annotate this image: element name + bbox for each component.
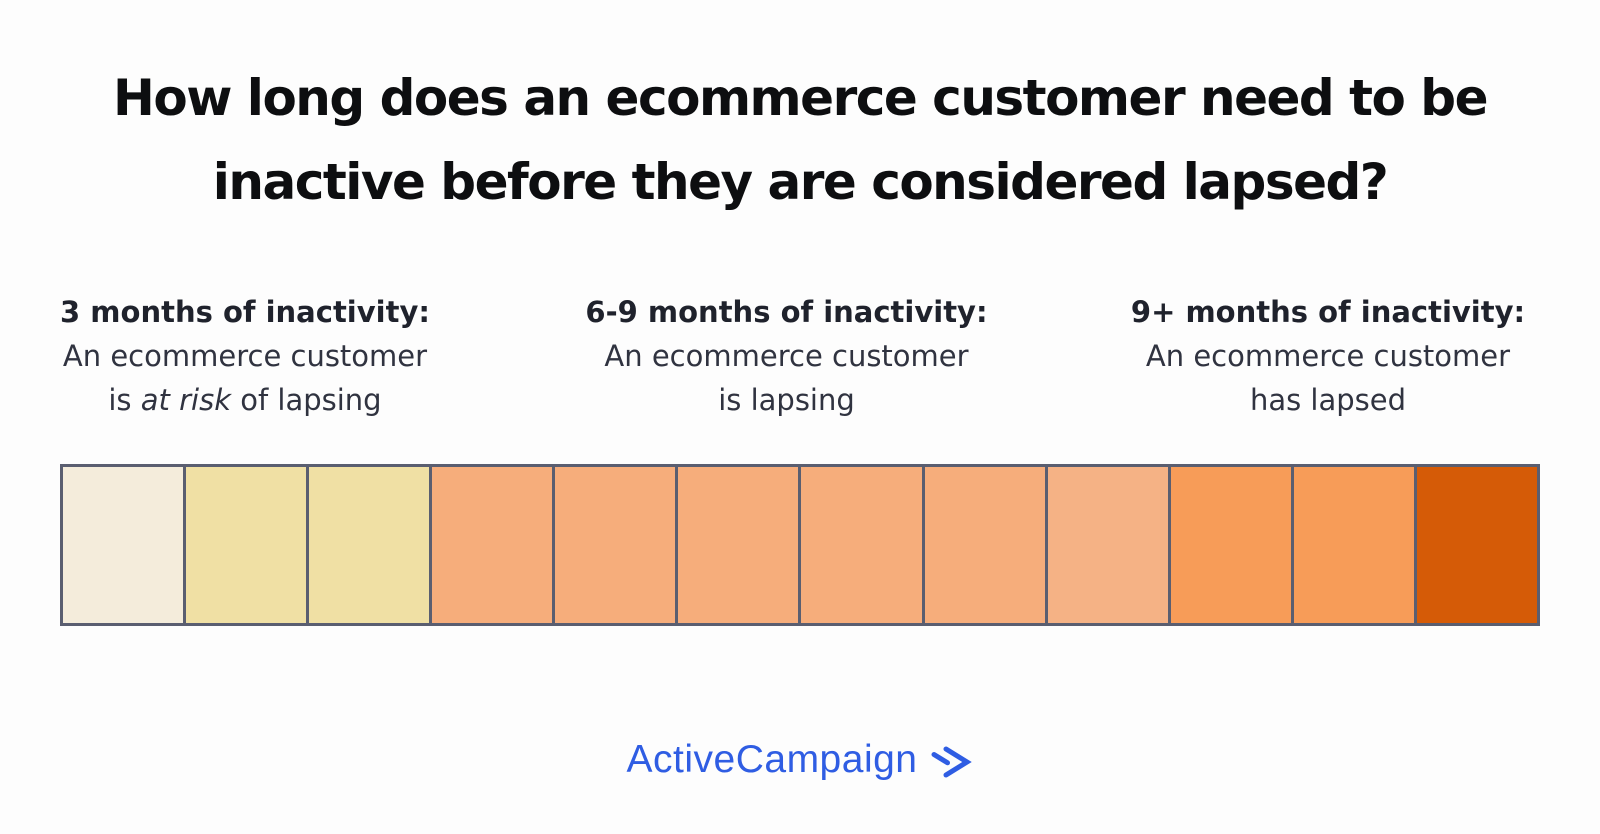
stage-lapsing: 6-9 months of inactivity: An ecommerce c…	[572, 290, 1002, 422]
timeline-segment-10	[1167, 467, 1291, 623]
brand-logo-text: ActiveCampaign	[626, 738, 918, 781]
timeline-segment-6	[675, 467, 799, 623]
stage-at-risk: 3 months of inactivity: An ecommerce cus…	[30, 290, 460, 422]
page-title: How long does an ecommerce customer need…	[0, 0, 1600, 224]
stage-lapsed-heading: 9+ months of inactivity:	[1130, 295, 1526, 329]
stage-lapsed: 9+ months of inactivity: An ecommerce cu…	[1113, 290, 1543, 422]
timeline-segment-9	[1044, 467, 1168, 623]
timeline-segment-8	[921, 467, 1045, 623]
double-chevron-right-icon	[931, 746, 973, 778]
stage-lapsed-line1: An ecommerce customer	[1145, 339, 1511, 373]
timeline-segment-7	[798, 467, 922, 623]
timeline-segment-4	[429, 467, 553, 623]
stage-descriptions: 3 months of inactivity: An ecommerce cus…	[30, 290, 1543, 422]
stage-text: is	[108, 383, 141, 417]
timeline-segment-3	[306, 467, 430, 623]
stage-lapsing-line2: is lapsing	[572, 378, 1002, 422]
stage-emphasis: at risk	[140, 383, 232, 417]
timeline-segment-1	[63, 467, 184, 623]
stage-text: is lapsing	[718, 383, 855, 417]
stage-text: of lapsing	[231, 383, 382, 417]
page-title-line-2: inactive before they are considered laps…	[212, 153, 1389, 211]
stage-at-risk-heading: 3 months of inactivity:	[60, 295, 430, 329]
stage-at-risk-line2: is at risk of lapsing	[30, 378, 460, 422]
stage-lapsing-heading: 6-9 months of inactivity:	[585, 295, 988, 329]
page-title-line-1: How long does an ecommerce customer need…	[113, 69, 1488, 127]
stage-text: has lapsed	[1249, 383, 1407, 417]
stage-lapsed-line2: has lapsed	[1113, 378, 1543, 422]
brand-logo-link[interactable]: ActiveCampaign	[0, 738, 1600, 782]
timeline-segment-2	[183, 467, 307, 623]
lapse-timeline	[60, 464, 1540, 626]
timeline-segment-11	[1290, 467, 1414, 623]
timeline-segment-5	[552, 467, 676, 623]
timeline-segment-12	[1413, 467, 1537, 623]
stage-at-risk-line1: An ecommerce customer	[62, 339, 428, 373]
stage-lapsing-line1: An ecommerce customer	[604, 339, 969, 373]
